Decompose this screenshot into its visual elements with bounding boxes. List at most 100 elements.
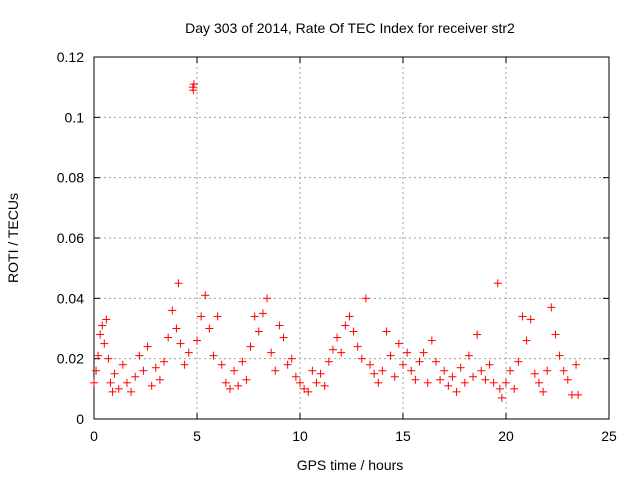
data-point [333, 333, 342, 342]
data-point [92, 366, 101, 375]
data-point [345, 312, 354, 321]
data-point [452, 387, 461, 396]
data-point [366, 360, 375, 369]
data-point [308, 366, 317, 375]
data-point [526, 315, 535, 324]
data-point [493, 279, 502, 288]
data-point [481, 375, 490, 384]
data-point [316, 369, 325, 378]
data-point [114, 384, 123, 393]
grid-layer [94, 57, 609, 419]
data-point [176, 339, 185, 348]
data-point [100, 339, 109, 348]
data-point [258, 309, 267, 318]
data-point [110, 369, 119, 378]
data-point [489, 378, 498, 387]
points-layer [90, 80, 583, 402]
data-point [324, 357, 333, 366]
data-point [551, 330, 560, 339]
data-point [184, 348, 193, 357]
data-point [275, 321, 284, 330]
data-point [328, 345, 337, 354]
data-point [104, 354, 113, 363]
data-point [456, 363, 465, 372]
data-point [312, 378, 321, 387]
data-point [230, 366, 239, 375]
x-tick-label: 0 [90, 428, 98, 444]
data-point [555, 351, 564, 360]
data-point [106, 378, 115, 387]
data-point [349, 327, 358, 336]
data-point [283, 360, 292, 369]
data-point [390, 372, 399, 381]
data-point [415, 357, 424, 366]
data-point [361, 294, 370, 303]
data-point [382, 327, 391, 336]
data-point [427, 336, 436, 345]
y-tick-label: 0.12 [57, 49, 84, 65]
data-point [189, 86, 198, 95]
data-point [291, 372, 300, 381]
data-point [543, 366, 552, 375]
data-point [444, 381, 453, 390]
chart-title: Day 303 of 2014, Rate Of TEC Index for r… [185, 20, 515, 36]
data-point [411, 375, 420, 384]
data-point [139, 366, 148, 375]
data-point [320, 381, 329, 390]
data-point [242, 375, 251, 384]
data-point [197, 312, 206, 321]
y-tick-label: 0.02 [57, 351, 84, 367]
data-point [431, 357, 440, 366]
data-point [151, 363, 160, 372]
data-point [267, 348, 276, 357]
data-point [370, 369, 379, 378]
data-point [201, 291, 210, 300]
data-point [94, 351, 103, 360]
data-point [534, 378, 543, 387]
data-point [164, 333, 173, 342]
x-axis-title: GPS time / hours [297, 457, 404, 473]
data-point [217, 360, 226, 369]
data-point [337, 348, 346, 357]
plot-frame [93, 56, 610, 420]
ticks-layer: 0 5 10 15 20 25 0 0.02 0.04 0.06 0.08 0.1 0.12 [57, 49, 617, 444]
data-point [250, 312, 259, 321]
data-point [147, 381, 156, 390]
data-point [423, 378, 432, 387]
data-point [386, 351, 395, 360]
data-point [477, 366, 486, 375]
data-point [403, 348, 412, 357]
data-point [254, 327, 263, 336]
data-point [440, 366, 449, 375]
x-tick-label: 15 [395, 428, 411, 444]
y-tick-label: 0.06 [57, 230, 84, 246]
data-point [502, 378, 510, 387]
data-point [135, 351, 144, 360]
data-point [394, 339, 403, 348]
data-point [155, 375, 164, 384]
data-point [122, 378, 131, 387]
y-tick-label: 0.1 [65, 109, 85, 125]
data-point [234, 381, 243, 390]
data-point [131, 372, 140, 381]
data-point [96, 330, 105, 339]
data-point [407, 366, 416, 375]
data-point [374, 378, 383, 387]
data-point [180, 360, 189, 369]
data-point [464, 351, 473, 360]
data-point [118, 360, 127, 369]
data-point [213, 312, 222, 321]
data-point [143, 342, 152, 351]
data-point [221, 378, 230, 387]
data-point [296, 378, 304, 387]
data-point [518, 312, 527, 321]
y-axis-title: ROTI / TECUs [5, 193, 21, 283]
data-point [448, 372, 457, 381]
data-point [436, 375, 445, 384]
y-tick-label: 0 [76, 411, 84, 427]
y-tick-label: 0.04 [57, 290, 84, 306]
data-point [246, 342, 255, 351]
data-point [205, 324, 214, 333]
data-point [559, 366, 568, 375]
